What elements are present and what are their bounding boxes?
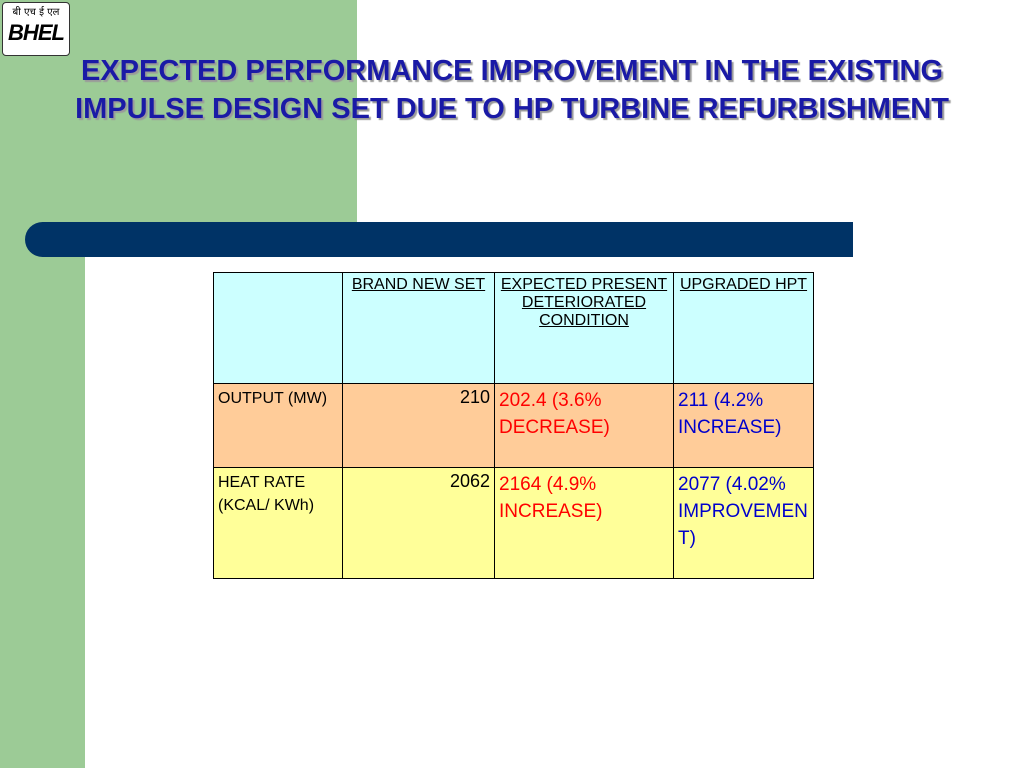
logo-hindi: बी एच ई एल — [12, 7, 60, 18]
cell-value: 2164 (4.9% INCREASE) — [494, 467, 674, 579]
header-text: EXPECTED PRESENT DETERIORATED CONDITION — [500, 276, 668, 329]
cell-value: 211 (4.2% INCREASE) — [673, 383, 814, 468]
row-label: OUTPUT (MW) — [213, 383, 343, 468]
header-cell: EXPECTED PRESENT DETERIORATED CONDITION — [494, 272, 674, 384]
title: EXPECTED PERFORMANCE IMPROVEMENT IN THE … — [75, 55, 949, 125]
row: OUTPUT (MW) 210 202.4 (3.6% DECREASE) 21… — [213, 383, 814, 468]
cell-value: 2077 (4.02% IMPROVEMENT) — [673, 467, 814, 579]
corner-cell — [213, 272, 343, 384]
header-text: BRAND NEW SET — [351, 276, 486, 293]
divider-bar — [25, 222, 853, 257]
row: HEAT RATE (KCAL/ KWh) 2062 2164 (4.9% IN… — [213, 467, 814, 579]
cell-value: 210 — [342, 383, 495, 468]
header-text: UPGRADED HPT — [679, 276, 808, 293]
cell-value: 202.4 (3.6% DECREASE) — [494, 383, 674, 468]
header-cell: BRAND NEW SET — [342, 272, 495, 384]
row-label: HEAT RATE (KCAL/ KWh) — [213, 467, 343, 579]
logo: बी एच ई एल BHEL — [2, 2, 70, 56]
header-row: BRAND NEW SET EXPECTED PRESENT DETERIORA… — [213, 272, 814, 384]
header-cell: UPGRADED HPT — [673, 272, 814, 384]
logo-text: BHEL — [8, 20, 65, 45]
table: BRAND NEW SET EXPECTED PRESENT DETERIORA… — [213, 272, 814, 579]
cell-value: 2062 — [342, 467, 495, 579]
